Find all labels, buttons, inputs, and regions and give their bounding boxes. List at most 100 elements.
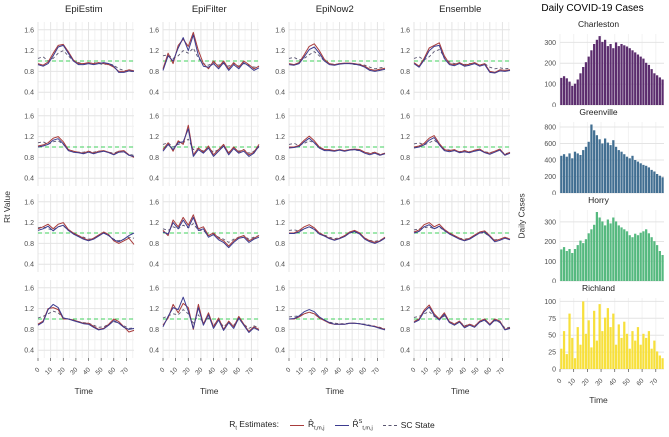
svg-text:30: 30 bbox=[320, 366, 330, 376]
svg-text:20: 20 bbox=[56, 366, 66, 376]
svg-text:0.8: 0.8 bbox=[401, 69, 411, 76]
case-subtitle-richland: Richland bbox=[581, 283, 616, 293]
rt-panel-epinow2-greenville: 0.4 0.8 1.2 1.6 bbox=[275, 108, 385, 186]
svg-text:0.8: 0.8 bbox=[275, 69, 285, 76]
rt-cell: 0.4 0.8 1.2 1.6 0 10 20 30 40 50 60 70 bbox=[392, 276, 514, 386]
svg-text:1.2: 1.2 bbox=[150, 306, 160, 313]
svg-text:0: 0 bbox=[555, 377, 563, 385]
cases-x-axis-label: Time bbox=[589, 395, 608, 405]
case-chart-greenville: 0 200 400 600 800 bbox=[530, 119, 668, 195]
bar-chart-greenville: 0 200 400 600 800 bbox=[544, 122, 664, 195]
bar-chart-charleston: 0 100 200 300 bbox=[544, 34, 664, 107]
svg-text:0.8: 0.8 bbox=[24, 155, 34, 162]
svg-text:1.6: 1.6 bbox=[24, 113, 34, 120]
svg-text:0.8: 0.8 bbox=[401, 155, 411, 162]
rt-cell: 0.4 0.8 1.2 1.6 bbox=[392, 104, 514, 190]
svg-text:0.4: 0.4 bbox=[401, 262, 411, 269]
rt-cell: 0.4 0.8 1.2 1.6 bbox=[392, 18, 514, 104]
column-title-epiestim: EpiEstim bbox=[65, 3, 103, 15]
svg-text:0.4: 0.4 bbox=[24, 176, 34, 183]
legend-item-r-hat: R̂t,m,j bbox=[289, 418, 325, 432]
svg-text:0.4: 0.4 bbox=[24, 90, 34, 97]
rt-x-label-3: Time bbox=[325, 386, 345, 396]
rt-cell: 0.4 0.8 1.2 1.6 bbox=[141, 104, 263, 190]
svg-text:0.8: 0.8 bbox=[275, 327, 285, 334]
rt-panel-epifilter-horry: 0.4 0.8 1.2 1.6 bbox=[150, 194, 260, 272]
line-swatch-dashed bbox=[382, 424, 397, 426]
rt-panel-epifilter-greenville: 0.4 0.8 1.2 1.6 bbox=[150, 108, 260, 186]
rt-y-axis-label: Rt Value bbox=[0, 0, 14, 413]
svg-text:50: 50 bbox=[471, 366, 481, 376]
legend-item-sc-state: SC State bbox=[382, 420, 435, 430]
svg-text:0: 0 bbox=[159, 366, 167, 374]
legend-label-r-hat: R̂t,m,j bbox=[307, 418, 325, 432]
rt-cell: 0.4 0.8 1.2 1.6 bbox=[267, 18, 389, 104]
svg-text:1.2: 1.2 bbox=[401, 306, 411, 313]
rt-panel-epiestim-richland: 0.4 0.8 1.2 1.6 0 10 20 30 40 50 60 70 bbox=[24, 280, 134, 377]
svg-text:0.4: 0.4 bbox=[275, 348, 285, 355]
svg-text:1.2: 1.2 bbox=[24, 220, 34, 227]
line-swatch-blue bbox=[334, 424, 349, 426]
svg-text:0.8: 0.8 bbox=[24, 241, 34, 248]
svg-text:20: 20 bbox=[307, 366, 317, 376]
svg-text:0: 0 bbox=[285, 366, 293, 374]
svg-text:0.8: 0.8 bbox=[150, 241, 160, 248]
svg-text:1.2: 1.2 bbox=[275, 220, 285, 227]
svg-text:1.2: 1.2 bbox=[150, 134, 160, 141]
rt-panel-epifilter-charleston: 0.4 0.8 1.2 1.6 bbox=[150, 22, 260, 100]
svg-text:1.6: 1.6 bbox=[401, 199, 411, 206]
svg-text:0.8: 0.8 bbox=[401, 241, 411, 248]
svg-text:1.2: 1.2 bbox=[275, 48, 285, 55]
column-title-epifilter: EpiFilter bbox=[191, 3, 227, 15]
svg-text:1.6: 1.6 bbox=[275, 113, 285, 120]
case-subtitle-horry: Horry bbox=[588, 195, 609, 205]
svg-text:1.6: 1.6 bbox=[150, 113, 160, 120]
svg-text:0.4: 0.4 bbox=[150, 262, 160, 269]
svg-text:0.4: 0.4 bbox=[401, 176, 411, 183]
svg-text:0.4: 0.4 bbox=[24, 262, 34, 269]
svg-text:30: 30 bbox=[194, 366, 204, 376]
rt-panel-epiestim-horry: 0.4 0.8 1.2 1.6 bbox=[24, 194, 135, 272]
svg-text:1.2: 1.2 bbox=[275, 134, 285, 141]
svg-text:1.2: 1.2 bbox=[401, 48, 411, 55]
legend-label-sc-state: SC State bbox=[400, 420, 435, 430]
svg-text:1.6: 1.6 bbox=[150, 285, 160, 292]
svg-text:0: 0 bbox=[552, 279, 556, 284]
svg-text:800: 800 bbox=[544, 124, 556, 131]
svg-text:1.2: 1.2 bbox=[401, 220, 411, 227]
svg-text:75: 75 bbox=[548, 316, 556, 323]
svg-text:100: 100 bbox=[544, 82, 556, 89]
charts-area: Rt Value EpiEstim EpiFilter EpiNow2 Ense… bbox=[0, 0, 668, 413]
svg-text:1.2: 1.2 bbox=[150, 48, 160, 55]
svg-text:70: 70 bbox=[371, 366, 381, 376]
svg-text:1.6: 1.6 bbox=[150, 27, 160, 34]
svg-text:20: 20 bbox=[580, 377, 590, 387]
svg-text:100: 100 bbox=[544, 259, 556, 266]
rt-x-label-4: Time bbox=[450, 386, 470, 396]
svg-text:0.8: 0.8 bbox=[150, 327, 160, 334]
rt-cell: 0.4 0.8 1.2 1.6 0 10 20 30 40 50 60 70 bbox=[267, 276, 389, 386]
svg-text:1.6: 1.6 bbox=[401, 113, 411, 120]
method-column-titles: EpiEstim EpiFilter EpiNow2 Ensemble bbox=[14, 0, 516, 18]
rt-panel-epifilter-richland: 0.4 0.8 1.2 1.6 0 10 20 30 40 50 60 70 bbox=[150, 280, 260, 377]
cases-title: Daily COVID-19 Cases bbox=[541, 3, 644, 14]
svg-text:70: 70 bbox=[496, 366, 506, 376]
cases-y-axis-label: Daily Cases bbox=[516, 19, 528, 413]
svg-text:0.4: 0.4 bbox=[150, 348, 160, 355]
svg-text:70: 70 bbox=[649, 377, 659, 387]
svg-text:300: 300 bbox=[544, 219, 556, 226]
svg-text:30: 30 bbox=[594, 377, 604, 387]
rt-cell: 0.4 0.8 1.2 1.6 bbox=[267, 104, 389, 190]
svg-text:10: 10 bbox=[567, 377, 577, 387]
svg-text:1.6: 1.6 bbox=[275, 285, 285, 292]
legend-label-r-hat-s: R̂St,m,j bbox=[352, 418, 373, 432]
svg-text:0.4: 0.4 bbox=[275, 262, 285, 269]
case-chart-horry: 0 100 200 300 bbox=[530, 207, 668, 283]
rt-cell: 0.4 0.8 1.2 1.6 bbox=[16, 18, 138, 104]
cases-y-axis-label-text: Daily Cases bbox=[517, 193, 528, 239]
case-subtitle-greenville: Greenville bbox=[579, 107, 618, 117]
svg-text:0.4: 0.4 bbox=[401, 90, 411, 97]
legend-item-r-hat-s: R̂St,m,j bbox=[334, 418, 373, 432]
